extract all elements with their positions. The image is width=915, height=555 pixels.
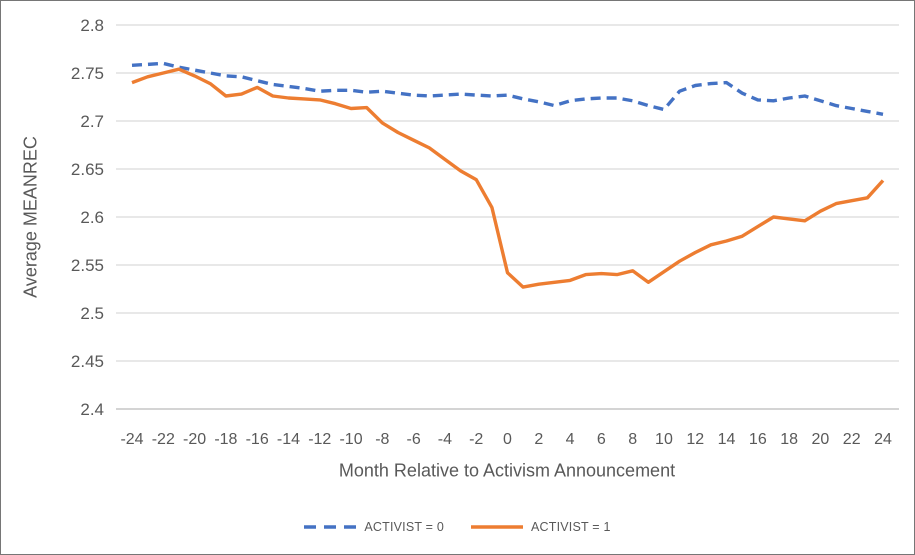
svg-text:2.45: 2.45 bbox=[71, 352, 104, 371]
y-axis-title: Average MEANREC bbox=[20, 136, 41, 298]
svg-text:-4: -4 bbox=[438, 431, 452, 448]
dashed-line-key-icon bbox=[304, 525, 357, 529]
svg-text:8: 8 bbox=[628, 431, 637, 448]
svg-text:-2: -2 bbox=[469, 431, 483, 448]
solid-line-key-icon bbox=[471, 525, 523, 529]
svg-text:22: 22 bbox=[843, 431, 861, 448]
svg-text:2.65: 2.65 bbox=[71, 160, 104, 179]
svg-text:2.8: 2.8 bbox=[80, 16, 104, 35]
svg-text:2.4: 2.4 bbox=[80, 400, 104, 419]
svg-text:-10: -10 bbox=[339, 431, 362, 448]
svg-text:4: 4 bbox=[566, 431, 575, 448]
svg-text:-18: -18 bbox=[214, 431, 237, 448]
svg-text:14: 14 bbox=[718, 431, 736, 448]
svg-text:-12: -12 bbox=[308, 431, 331, 448]
legend-item-activist-1: ACTIVIST = 1 bbox=[471, 520, 611, 534]
svg-text:10: 10 bbox=[655, 431, 673, 448]
svg-text:2.7: 2.7 bbox=[80, 112, 104, 131]
svg-text:24: 24 bbox=[874, 431, 892, 448]
legend-label-activist-1: ACTIVIST = 1 bbox=[531, 520, 611, 534]
svg-text:-6: -6 bbox=[407, 431, 421, 448]
svg-text:2.55: 2.55 bbox=[71, 256, 104, 275]
legend-label-activist-0: ACTIVIST = 0 bbox=[364, 520, 444, 534]
svg-text:-16: -16 bbox=[246, 431, 269, 448]
svg-text:12: 12 bbox=[686, 431, 704, 448]
svg-text:20: 20 bbox=[812, 431, 830, 448]
svg-text:0: 0 bbox=[503, 431, 512, 448]
svg-text:2.5: 2.5 bbox=[80, 304, 104, 323]
svg-text:18: 18 bbox=[780, 431, 798, 448]
svg-text:16: 16 bbox=[749, 431, 767, 448]
x-axis-title: Month Relative to Activism Announcement bbox=[338, 460, 676, 481]
svg-text:-22: -22 bbox=[152, 431, 175, 448]
svg-text:-8: -8 bbox=[375, 431, 389, 448]
legend: ACTIVIST = 0 ACTIVIST = 1 bbox=[1, 520, 914, 534]
svg-text:2.6: 2.6 bbox=[80, 208, 104, 227]
svg-text:6: 6 bbox=[597, 431, 606, 448]
legend-item-activist-0: ACTIVIST = 0 bbox=[304, 520, 444, 534]
svg-text:-14: -14 bbox=[277, 431, 300, 448]
svg-text:-24: -24 bbox=[120, 431, 143, 448]
svg-text:-20: -20 bbox=[183, 431, 206, 448]
svg-text:2: 2 bbox=[534, 431, 543, 448]
svg-text:2.75: 2.75 bbox=[71, 64, 104, 83]
